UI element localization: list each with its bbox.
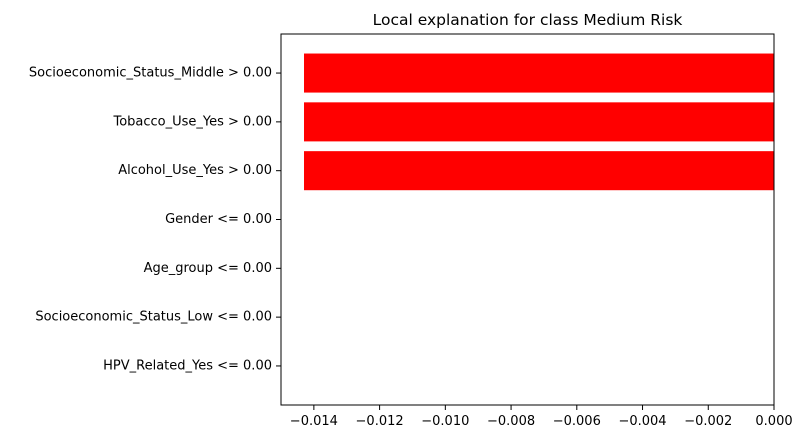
x-tick-label: −0.004 xyxy=(618,414,666,429)
x-tick-label: −0.002 xyxy=(684,414,732,429)
x-tick-label: −0.014 xyxy=(290,414,338,429)
bar xyxy=(304,54,774,93)
bar xyxy=(304,151,774,190)
x-tick-label: −0.010 xyxy=(421,414,469,429)
y-tick-label: Socioeconomic_Status_Middle > 0.00 xyxy=(29,66,272,81)
y-tick-label: Age_group <= 0.00 xyxy=(144,261,272,276)
y-tick-label: Alcohol_Use_Yes > 0.00 xyxy=(118,163,272,178)
bars-layer xyxy=(304,54,774,191)
y-tick-label: Socioeconomic_Status_Low <= 0.00 xyxy=(35,310,272,325)
y-tick-label: Gender <= 0.00 xyxy=(165,212,272,227)
axes-layer: HPV_Related_Yes <= 0.00 Socioeconomic_Sta… xyxy=(29,34,793,429)
x-tick-label: −0.012 xyxy=(356,414,404,429)
x-tick-label: 0.000 xyxy=(755,414,792,429)
chart-title: Local explanation for class Medium Risk xyxy=(373,11,683,29)
bar xyxy=(304,102,774,141)
x-tick-label: −0.006 xyxy=(553,414,601,429)
x-tick-label: −0.008 xyxy=(487,414,535,429)
y-tick-label: Tobacco_Use_Yes > 0.00 xyxy=(112,114,272,129)
y-tick-label: HPV_Related_Yes <= 0.00 xyxy=(103,358,272,373)
